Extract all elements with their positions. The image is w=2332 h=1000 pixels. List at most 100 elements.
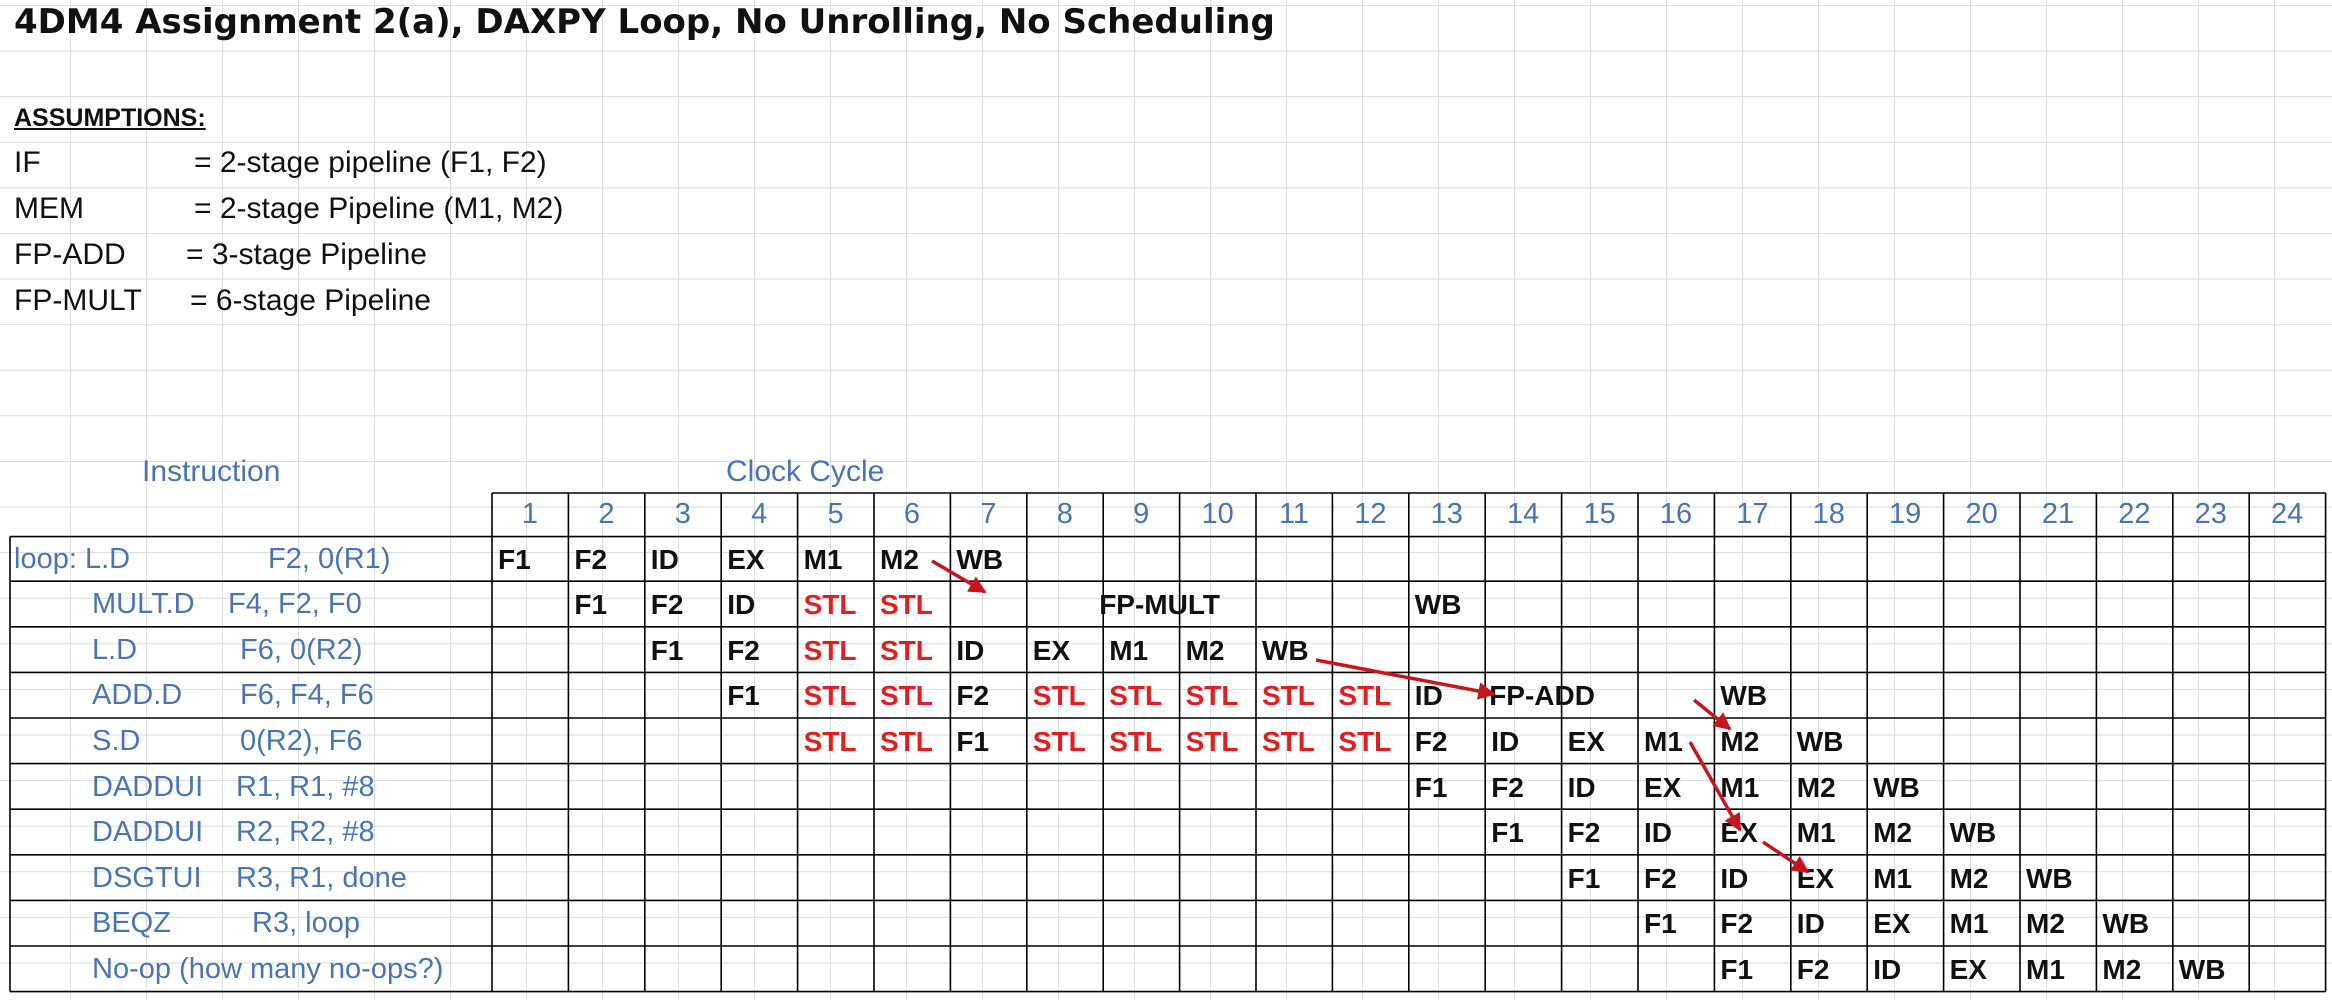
stall-cell: STL <box>880 634 933 666</box>
assumption-key: MEM <box>14 192 84 225</box>
instruction-opcode: BEQZ <box>92 907 171 940</box>
assumption-key: FP-MULT <box>14 284 142 317</box>
stage-cell: WB <box>1796 726 1844 757</box>
stage-cell: ID <box>1644 817 1672 849</box>
cycle-number: 21 <box>2041 498 2075 530</box>
assumption-value: = 2-stage Pipeline (M1, M2) <box>194 192 564 225</box>
instruction-row: DADDUI R2, R2, #8 <box>0 810 492 856</box>
cycle-number: 6 <box>903 498 921 530</box>
instruction-operands: R1, R1, #8 <box>236 770 375 803</box>
stage-cell: M2 <box>1720 726 1760 757</box>
stage-cell: M2 <box>2102 954 2142 985</box>
assumption-fp-add: FP-ADD = 3-stage Pipeline <box>14 238 634 278</box>
stage-cell: ID <box>650 543 679 575</box>
stage-cell: EX <box>1720 817 1758 849</box>
stage-cell: EX <box>1949 954 1987 985</box>
assumption-value: = 3-stage Pipeline <box>186 238 427 271</box>
stage-cell: F1 <box>574 589 608 621</box>
instruction-row: ADD.D F6, F4, F6 <box>0 673 492 719</box>
page-title: 4DM4 Assignment 2(a), DAXPY Loop, No Unr… <box>14 2 1275 42</box>
stage-cell: ID <box>956 634 985 666</box>
stage-cell: EX <box>727 543 765 575</box>
stage-cell: F1 <box>956 726 990 757</box>
assumption-if: IF = 2-stage pipeline (F1, F2) <box>14 146 634 186</box>
stage-cell: F1 <box>1414 771 1448 803</box>
cycle-number: 1 <box>521 498 539 530</box>
stage-cell: EX <box>1567 726 1605 757</box>
stall-cell: STL <box>880 726 933 757</box>
stall-cell: STL <box>1338 726 1392 757</box>
instruction-row: DSGTUI R3, R1, done <box>0 856 492 902</box>
cycle-number: 9 <box>1133 498 1150 530</box>
stage-cell: F2 <box>1796 954 1830 985</box>
instruction-opcode: S.D <box>92 725 141 757</box>
stage-cell: F2 <box>1644 862 1677 894</box>
instruction-operands: 0(R2), F6 <box>240 725 363 757</box>
stage-cell: F1 <box>727 680 760 712</box>
instruction-operands: R3, loop <box>252 907 361 940</box>
stage-cell: ID <box>1491 726 1520 757</box>
stage-cell: WB <box>1414 589 1462 621</box>
cycle-number: 20 <box>1965 498 1998 530</box>
instruction-operands: R2, R2, #8 <box>236 816 375 849</box>
stage-cell: ID <box>1796 908 1825 940</box>
stage-cell: EX <box>1644 771 1682 803</box>
stage-cell: F1 <box>1720 954 1754 985</box>
cycle-number: 23 <box>2194 498 2227 530</box>
instruction-row: L.D F6, 0(R2) <box>0 628 492 674</box>
cycle-number: 22 <box>2118 498 2151 530</box>
stage-cell: F1 <box>650 634 684 666</box>
cycle-number: 24 <box>2271 498 2304 530</box>
stall-cell: STL <box>1185 680 1239 712</box>
stage-cell: F1 <box>1644 908 1677 940</box>
cycle-number: 19 <box>1889 498 1922 530</box>
stage-cell: EX <box>1032 634 1071 666</box>
stage-cell: WB <box>1873 771 1920 803</box>
stage-cell: WB <box>1262 634 1309 666</box>
cycle-number: 16 <box>1659 498 1693 530</box>
stage-cell: ID <box>727 589 756 621</box>
stall-cell: STL <box>1109 726 1163 757</box>
stage-cell: M1 <box>1720 771 1760 803</box>
stage-cell: M1 <box>803 543 843 575</box>
stage-cell: F2 <box>727 634 760 666</box>
stage-cell: WB <box>2178 954 2226 985</box>
stage-cell: F2 <box>1491 771 1524 803</box>
stage-cell: F1 <box>1491 817 1524 849</box>
stage-cell: M1 <box>1873 862 1913 894</box>
assumption-value: = 6-stage Pipeline <box>190 284 431 317</box>
instruction-opcode: DSGTUI <box>92 861 202 894</box>
instruction-row: DADDUI R1, R1, #8 <box>0 765 492 811</box>
stage-cell: WB <box>956 543 1004 575</box>
stage-cell: F2 <box>1414 726 1448 757</box>
instruction-operands: F4, F2, F0 <box>228 588 362 621</box>
cycle-number: 12 <box>1354 498 1387 530</box>
stage-cell: EX <box>1873 908 1911 940</box>
stall-cell: STL <box>1338 680 1392 712</box>
assumptions-heading: ASSUMPTIONS: <box>14 104 206 132</box>
stall-cell: STL <box>880 680 933 712</box>
instruction-opcode: DADDUI <box>92 816 204 849</box>
assumption-key: FP-ADD <box>14 238 126 271</box>
instruction-header: Instruction <box>142 455 281 488</box>
instruction-operands: F2, 0(R1) <box>268 542 391 575</box>
instruction-operands: F6, 0(R2) <box>240 633 363 666</box>
assumption-value: = 2-stage pipeline (F1, F2) <box>194 146 547 179</box>
stage-cell: ID <box>1873 954 1902 985</box>
cycle-number: 7 <box>980 498 997 530</box>
instruction-row: loop: L.D F2, 0(R1) <box>0 537 492 583</box>
stall-cell: STL <box>880 589 933 621</box>
fp-unit-label: FP-MULT <box>1099 589 1220 621</box>
stall-cell: STL <box>803 726 857 757</box>
instruction-opcode: MULT.D <box>92 588 195 621</box>
clock-cycle-header: Clock Cycle <box>726 455 885 488</box>
stage-cell: M2 <box>1185 634 1225 666</box>
assumption-key: IF <box>14 146 41 179</box>
stage-cell: WB <box>1949 817 1997 849</box>
stall-cell: STL <box>1185 726 1239 757</box>
stage-cell: F2 <box>650 589 684 621</box>
stage-cell: M1 <box>2026 954 2065 985</box>
stall-cell: STL <box>803 680 857 712</box>
cycle-number: 11 <box>1278 498 1310 530</box>
stage-cell: WB <box>1720 680 1768 712</box>
